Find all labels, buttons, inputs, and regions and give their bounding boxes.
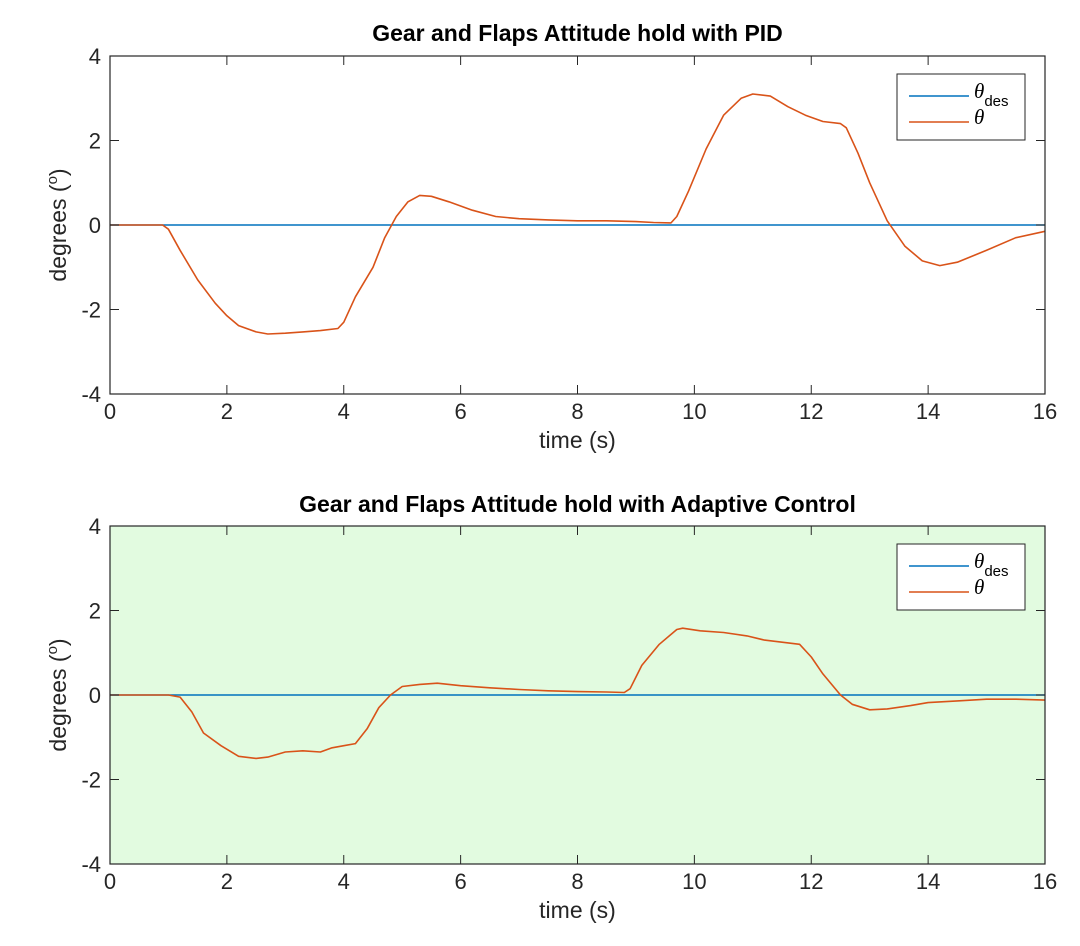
y-axis-label-close: ) [45,168,71,176]
y-tick-label: 2 [89,129,101,154]
y-axis-label-degree: o [44,646,61,654]
y-axis-label-text: degrees ( [45,654,71,752]
x-tick-label: 2 [221,399,233,424]
legend-subscript: des [984,563,1008,580]
legend-symbol: θ [974,575,984,599]
x-axis-label: time (s) [539,897,616,923]
chart-title: Gear and Flaps Attitude hold with PID [372,20,783,46]
y-axis-label-degree: o [44,176,61,184]
x-tick-label: 14 [916,869,940,894]
x-tick-label: 8 [571,869,583,894]
legend-box [896,543,1026,611]
y-axis-label-text: degrees ( [45,184,71,282]
x-tick-label: 14 [916,399,940,424]
series-line-theta [110,93,1046,335]
x-tick-label: 16 [1033,869,1057,894]
legend-symbol: θ [974,79,984,103]
y-axis-label: degrees (o) [44,168,71,281]
y-axis-label-close: ) [45,638,71,646]
x-tick-label: 10 [682,869,706,894]
x-axis-label: time (s) [539,427,616,453]
legend-entry-label: θ [974,105,984,129]
x-tick-label: 10 [682,399,706,424]
x-tick-label: 12 [799,399,823,424]
top-chart-pid: Gear and Flaps Attitude hold with PID 0 2 4… [44,20,1057,453]
x-tick-label: 8 [571,399,583,424]
legend-entry-label: θdes [974,79,1009,110]
x-tick-label: 2 [221,869,233,894]
x-tick-label: 6 [455,399,467,424]
y-tick-label: 2 [89,599,101,624]
y-tick-label: -4 [81,382,101,407]
y-tick-label: -4 [81,852,101,877]
chart-title: Gear and Flaps Attitude hold with Adapti… [299,491,856,517]
x-tick-label: 12 [799,869,823,894]
y-tick-label: 4 [89,514,101,539]
legend-subscript: des [984,93,1008,110]
bottom-chart-adaptive: Gear and Flaps Attitude hold with Adapti… [44,491,1057,923]
series-line-theta [110,627,1046,760]
series-group [110,93,1046,335]
y-tick-label: 0 [89,683,101,708]
legend-box [896,73,1026,141]
x-tick-label: 0 [104,399,116,424]
legend-symbol: θ [974,549,984,573]
x-tick-label: 6 [455,869,467,894]
x-tick-label: 0 [104,869,116,894]
y-tick-label: 0 [89,213,101,238]
x-tick-label: 4 [338,399,350,424]
y-tick-label: -2 [81,298,101,323]
legend-symbol: θ [974,105,984,129]
legend-entry-label: θ [974,575,984,599]
x-tick-label: 16 [1033,399,1057,424]
series-group [110,627,1046,760]
y-axis-label: degrees (o) [44,638,71,751]
legend-entry-label: θdes [974,549,1009,580]
x-tick-label: 4 [338,869,350,894]
y-tick-label: -2 [81,768,101,793]
y-tick-label: 4 [89,44,101,69]
